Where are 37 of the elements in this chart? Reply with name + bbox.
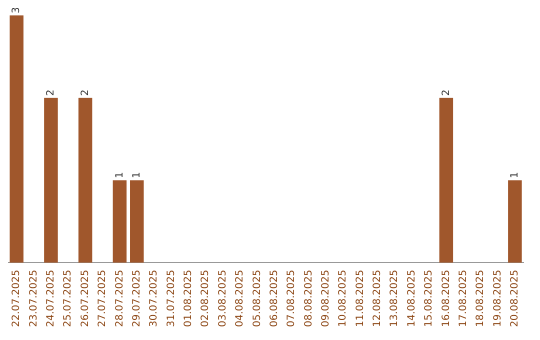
x-tick-label: 13.08.2025 bbox=[389, 270, 400, 328]
data-label: 1 bbox=[131, 172, 142, 178]
x-tick-label: 30.07.2025 bbox=[148, 270, 160, 328]
x-tick-label: 09.08.2025 bbox=[320, 270, 332, 328]
x-tick-label: 01.08.2025 bbox=[183, 270, 194, 328]
x-tick-label: 22.07.2025 bbox=[11, 270, 22, 328]
x-tick-label: 28.07.2025 bbox=[114, 270, 126, 328]
x-tick-label: 17.08.2025 bbox=[458, 270, 469, 328]
x-tick-label: 11.08.2025 bbox=[354, 270, 366, 328]
data-label: 1 bbox=[114, 172, 126, 178]
x-tick-label: 10.08.2025 bbox=[338, 270, 349, 328]
x-tick-label: 29.07.2025 bbox=[131, 270, 142, 328]
x-tick-label: 26.07.2025 bbox=[80, 270, 91, 328]
x-tick-label: 14.08.2025 bbox=[406, 270, 418, 328]
x-tick-label: 24.07.2025 bbox=[46, 270, 57, 328]
x-tick-label: 23.07.2025 bbox=[28, 270, 40, 328]
x-tick-label: 25.07.2025 bbox=[62, 270, 74, 328]
x-tick-label: 12.08.2025 bbox=[372, 270, 384, 328]
data-label: 2 bbox=[80, 89, 91, 96]
x-tick-label: 04.08.2025 bbox=[234, 270, 246, 328]
data-label: 2 bbox=[440, 89, 452, 96]
x-tick-label: 03.08.2025 bbox=[217, 270, 228, 328]
x-tick-label: 27.07.2025 bbox=[97, 270, 108, 328]
x-tick-label: 16.08.2025 bbox=[440, 270, 452, 328]
x-tick-label: 31.07.2025 bbox=[166, 270, 177, 328]
x-tick-label: 02.08.2025 bbox=[200, 270, 212, 328]
x-tick-label: 06.08.2025 bbox=[268, 270, 280, 328]
x-tick-label: 05.08.2025 bbox=[252, 270, 263, 328]
x-tick-label: 20.08.2025 bbox=[510, 270, 521, 328]
data-label: 3 bbox=[11, 7, 22, 14]
x-tick-label: 15.08.2025 bbox=[424, 270, 435, 328]
data-label: 2 bbox=[46, 89, 57, 96]
x-tick-label: 19.08.2025 bbox=[492, 270, 504, 328]
data-label: 1 bbox=[510, 172, 521, 178]
x-tick-label: 07.08.2025 bbox=[286, 270, 298, 328]
x-tick-label: 08.08.2025 bbox=[303, 270, 314, 328]
x-tick-label: 18.08.2025 bbox=[475, 270, 486, 328]
